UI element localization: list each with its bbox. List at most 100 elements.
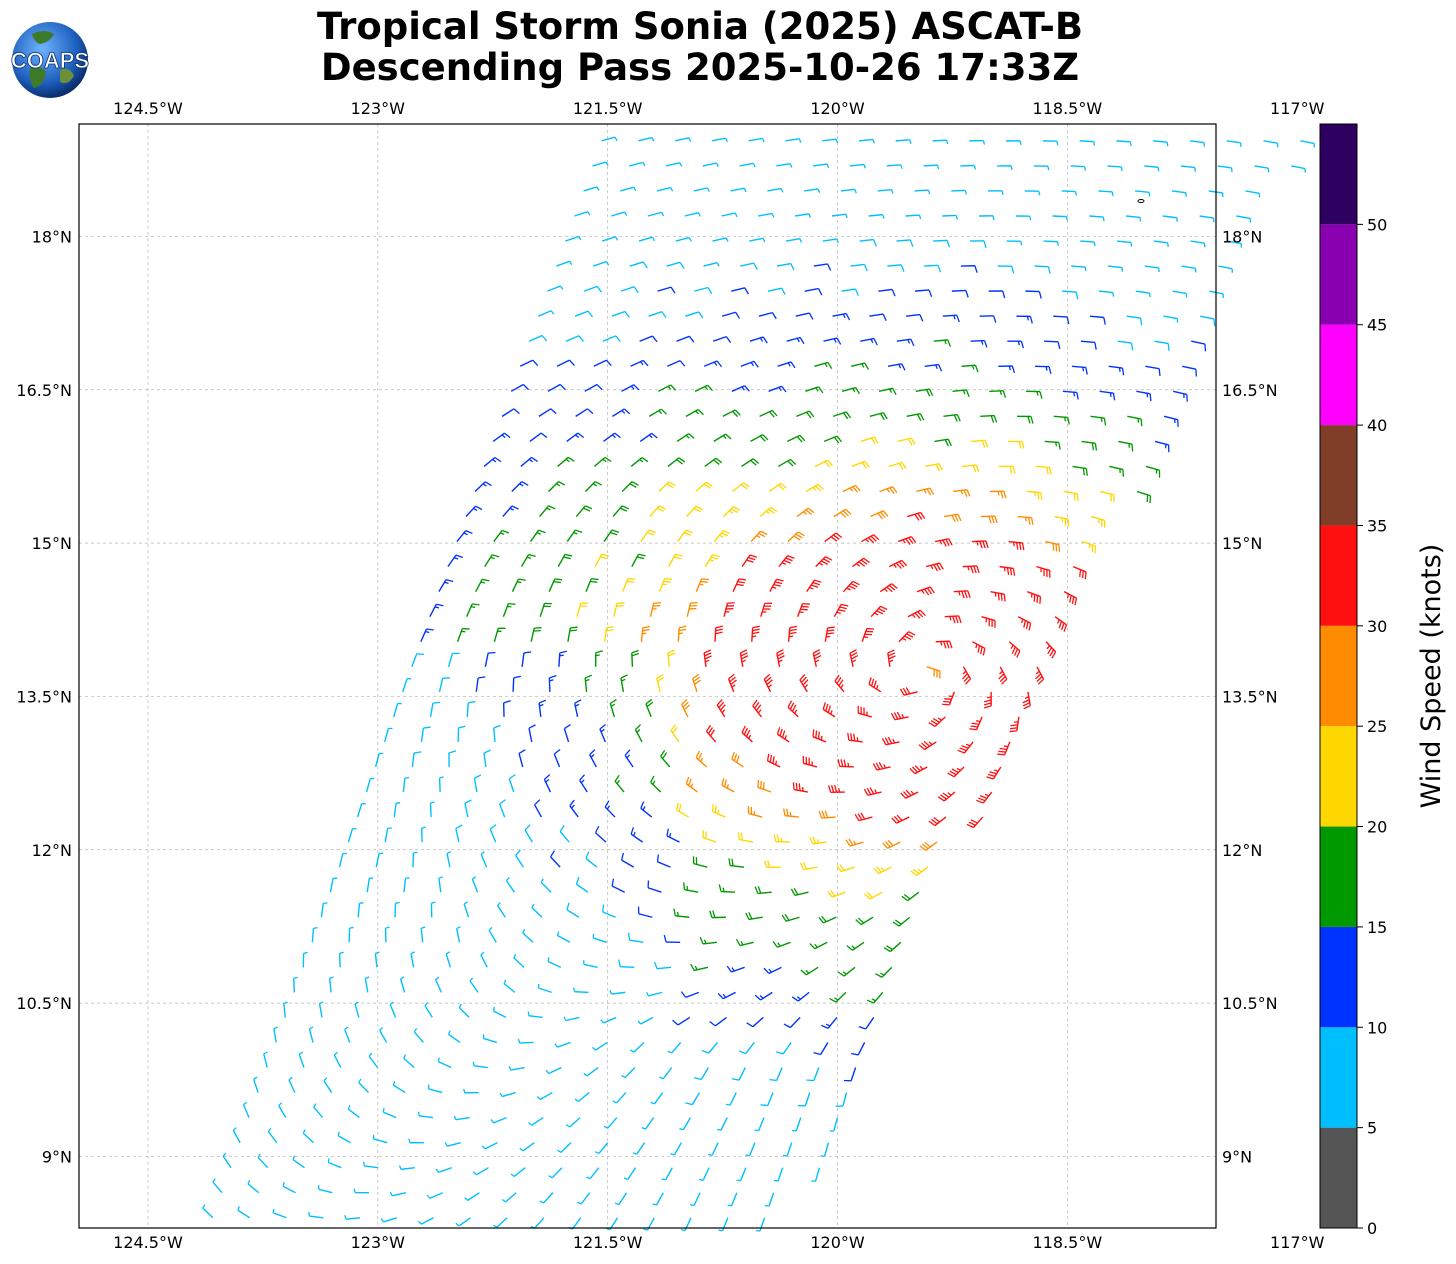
lon-tick-label-bottom: 123°W [351,1233,406,1252]
wind-barb [833,508,852,518]
wind-barb [426,1192,443,1200]
wind-barb [722,409,741,418]
wind-barb [620,186,637,192]
wind-barb [702,162,719,168]
wind-barb [823,337,842,345]
wind-barb [337,1131,351,1144]
wind-barb [809,941,828,950]
wind-barb [731,287,749,295]
wind-barb [640,625,651,642]
wind-barb [420,826,426,843]
wind-barb [677,625,687,642]
wind-barb [861,534,880,544]
wind-barb [722,506,741,518]
wind-barb [971,540,989,549]
wind-barb [1109,465,1125,477]
wind-barb [1153,140,1169,147]
wind-barb [313,1103,324,1119]
wind-barb [380,1217,398,1223]
colorbar-bin [1320,726,1357,827]
wind-barb [1191,340,1207,352]
wind-barb [620,286,639,294]
wind-barb [242,1101,250,1118]
lon-tick-label-top: 121.5°W [573,99,643,118]
wind-barb [393,702,402,718]
wind-barb [429,603,444,618]
colorbar: 0 5 10 15 20 25 30 35 40 45 50 Wind Speed (knots) [1319,123,1447,1238]
wind-barb [543,774,552,793]
wind-barb [998,365,1016,374]
wind-barb [556,260,573,267]
wind-barb [502,602,516,617]
wind-barb [667,360,686,367]
wind-barb [868,213,885,219]
wind-barb [957,741,974,754]
wind-barb [942,214,958,220]
wind-barb [805,386,824,394]
coaps-logo: COAPS [10,22,90,98]
wind-barb [445,951,452,968]
wind-barb [1163,415,1179,427]
wind-barb [438,876,443,893]
wind-barb [529,529,546,542]
wind-barb [783,808,799,818]
wind-barb [379,1026,388,1043]
wind-barb [446,851,452,868]
wind-barb [524,824,533,843]
wind-barb [594,650,603,667]
wind-barb [806,1067,820,1082]
wind-barb [1036,565,1051,578]
wind-barb [879,486,898,495]
wind-barb [721,778,735,793]
wind-barb [750,434,769,443]
wind-barb [548,578,563,592]
wind-barb [778,555,795,568]
wind-barb [1054,515,1070,527]
wind-barb [637,906,653,918]
wind-barb [490,1116,507,1124]
wind-barb [1300,140,1316,148]
wind-barb [757,779,772,793]
wind-barb [1025,290,1042,299]
lat-tick-label-right: 10.5°N [1222,994,1278,1013]
wind-barb [492,432,511,442]
wind-barb [1072,565,1087,580]
wind-barb [721,212,738,218]
wind-barb [502,700,511,717]
wind-barb [983,691,992,709]
wind-barb [471,876,479,893]
wind-barb [736,1167,747,1182]
wind-barb [1226,140,1242,147]
lat-tick-label-left: 15°N [32,534,72,553]
wind-barb [1063,591,1078,606]
wind-barb [1017,616,1032,631]
wind-barb [384,926,390,943]
wind-barb [980,414,998,423]
wind-barb [665,162,683,167]
wind-barb [623,1167,637,1180]
wind-barb [923,164,940,170]
wind-barb [796,410,815,419]
wind-barb [773,834,790,843]
wind-barb [556,931,571,943]
wind-barb [1026,490,1043,500]
wind-barb [790,887,809,897]
wind-barb [667,649,676,667]
wind-barb [660,749,671,768]
wind-barb [837,966,856,977]
wind-barb [447,554,464,568]
wind-barb [344,1215,361,1220]
wind-barb [737,832,754,843]
wind-barb [841,288,860,296]
wind-barb [676,433,695,442]
wind-barb [657,286,676,294]
wind-barb [457,725,466,742]
wind-barb [666,828,680,843]
wind-barb [860,337,878,346]
wind-barb [517,1038,534,1044]
wind-barb [456,926,461,943]
wind-barb [475,578,490,592]
wind-barb [800,966,819,976]
wind-barb [519,1142,535,1152]
wind-barb [463,1088,479,1094]
